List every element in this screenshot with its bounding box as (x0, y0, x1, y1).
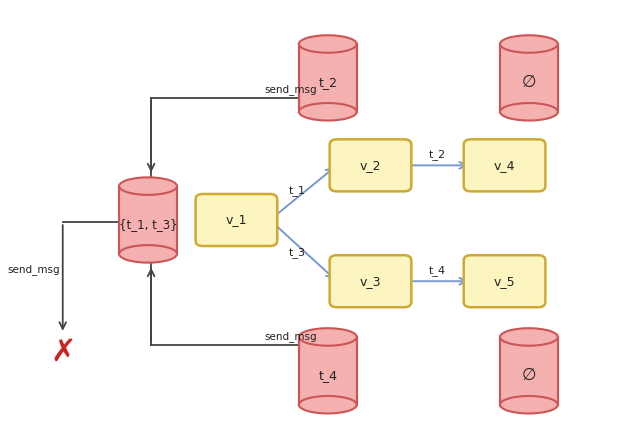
Ellipse shape (119, 245, 177, 263)
Ellipse shape (299, 103, 356, 121)
Ellipse shape (299, 35, 356, 53)
Text: send_msg: send_msg (264, 331, 317, 342)
Bar (299, 337, 356, 405)
Ellipse shape (500, 35, 558, 53)
Ellipse shape (500, 103, 558, 121)
Text: t_2: t_2 (318, 76, 337, 89)
Text: v_2: v_2 (360, 159, 381, 172)
Text: v_5: v_5 (493, 275, 515, 288)
Text: t_4: t_4 (318, 369, 337, 382)
Bar (500, 337, 558, 405)
Text: v_4: v_4 (494, 159, 515, 172)
Text: {t_1, t_3}: {t_1, t_3} (119, 218, 177, 231)
Ellipse shape (299, 328, 356, 346)
Ellipse shape (500, 328, 558, 346)
Text: ∅: ∅ (522, 366, 536, 384)
FancyBboxPatch shape (464, 255, 545, 307)
Text: t_2: t_2 (429, 149, 446, 160)
FancyBboxPatch shape (196, 194, 277, 246)
Text: ✗: ✗ (50, 338, 76, 367)
Text: t_3: t_3 (289, 247, 306, 258)
Text: ∅: ∅ (522, 73, 536, 91)
Ellipse shape (500, 396, 558, 414)
Bar (299, 44, 356, 112)
Bar (119, 186, 177, 254)
Text: t_1: t_1 (289, 185, 306, 196)
Text: v_3: v_3 (360, 275, 381, 288)
FancyBboxPatch shape (330, 139, 412, 191)
Text: send_msg: send_msg (7, 264, 60, 275)
Ellipse shape (299, 396, 356, 414)
FancyBboxPatch shape (464, 139, 545, 191)
Text: v_1: v_1 (226, 213, 247, 227)
Text: t_4: t_4 (429, 265, 446, 276)
Ellipse shape (119, 177, 177, 195)
Text: send_msg: send_msg (264, 84, 317, 95)
FancyBboxPatch shape (330, 255, 412, 307)
Bar (500, 44, 558, 112)
